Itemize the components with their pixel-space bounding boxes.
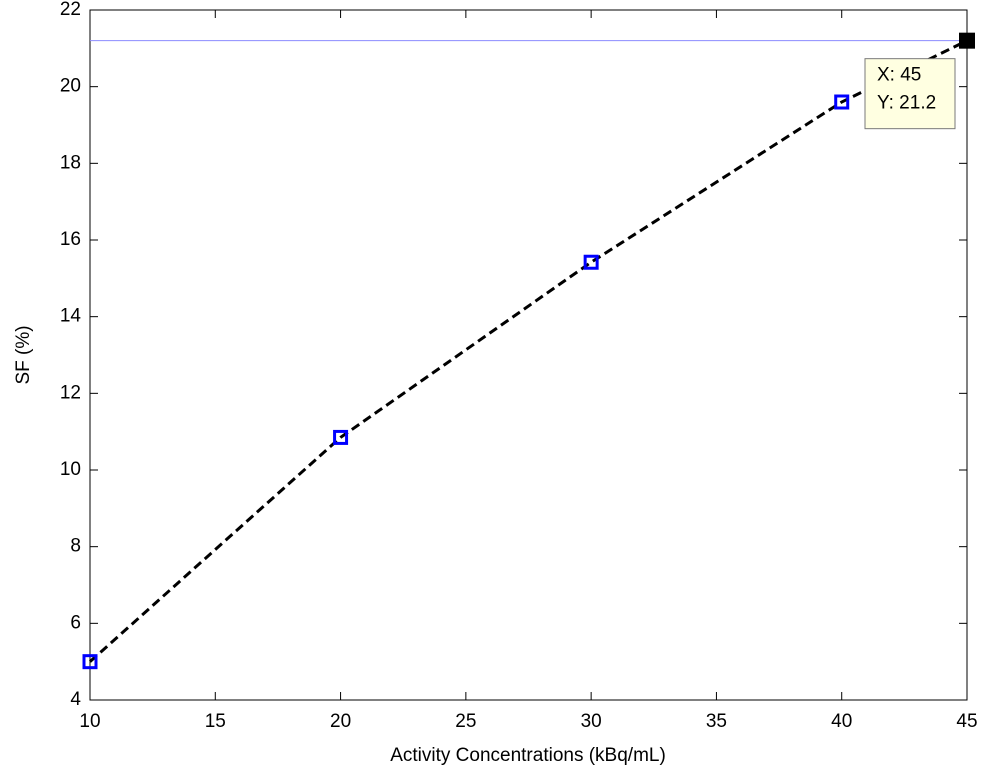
datatip-text: X: 45 — [877, 65, 921, 86]
y-tick-label: 20 — [60, 76, 81, 97]
y-tick-label: 6 — [70, 612, 81, 633]
x-tick-label: 35 — [706, 711, 727, 732]
x-tick-label: 15 — [205, 711, 226, 732]
data-marker — [834, 94, 850, 110]
y-tick-label: 8 — [70, 536, 81, 557]
data-marker — [82, 654, 98, 670]
datatip-marker — [959, 32, 975, 49]
y-tick-label: 12 — [60, 382, 81, 403]
y-tick-label: 4 — [70, 689, 81, 710]
x-tick-label: 20 — [330, 711, 351, 732]
data-marker — [583, 254, 599, 270]
x-tick-label: 30 — [581, 711, 602, 732]
x-tick-label: 10 — [79, 711, 100, 732]
y-axis-label: SF (%) — [13, 325, 34, 384]
y-tick-label: 16 — [60, 229, 81, 250]
y-tick-label: 18 — [60, 152, 81, 173]
datatip-box — [864, 58, 956, 130]
data-marker — [333, 429, 349, 445]
x-tick-label: 45 — [956, 711, 977, 732]
x-tick-label: 40 — [831, 711, 852, 732]
y-tick-label: 10 — [60, 459, 81, 480]
y-tick-label: 22 — [60, 0, 81, 20]
x-axis-label: Activity Concentrations (kBq/mL) — [390, 745, 666, 766]
axes-box — [89, 9, 968, 701]
x-tick-label: 25 — [455, 711, 476, 732]
y-tick-label: 14 — [60, 306, 82, 327]
datatip-text: Y: 21.2 — [877, 93, 936, 114]
